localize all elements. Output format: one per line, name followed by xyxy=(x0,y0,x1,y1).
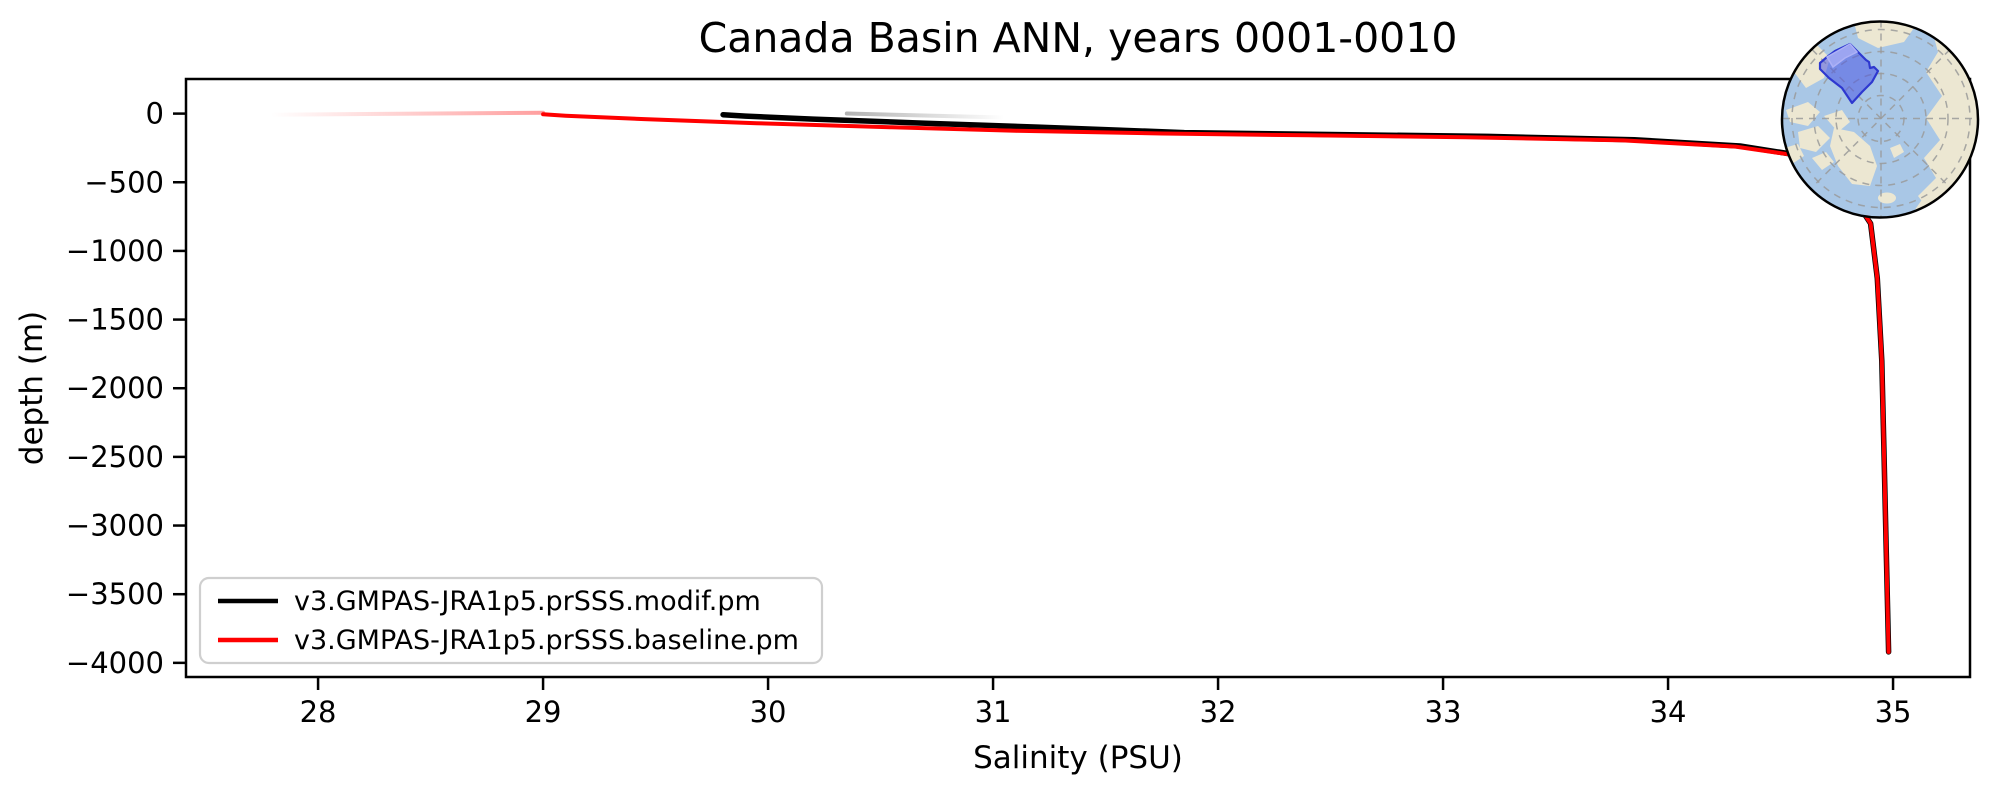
y-tick-label: −1500 xyxy=(66,303,164,337)
plot-area xyxy=(184,77,1972,679)
x-tick-label: 33 xyxy=(1425,695,1462,729)
x-axis-ticks: 28 29 30 31 32 33 34 35 xyxy=(300,677,1912,729)
legend-box xyxy=(198,576,824,665)
chart-title: Canada Basin ANN, years 0001-0010 xyxy=(699,14,1458,62)
y-tick-label: −4000 xyxy=(66,646,164,680)
surface-range-tails xyxy=(268,110,1007,120)
profile-lines xyxy=(541,111,1892,655)
legend-entry-label: v3.GMPAS-JRA1p5.prSSS.modif.pm xyxy=(294,586,761,617)
series-line xyxy=(541,112,1891,654)
map-land-svalbard xyxy=(1890,144,1904,158)
y-tick-label: −3500 xyxy=(66,577,164,611)
y-tick-label: −2000 xyxy=(66,371,164,405)
series-line xyxy=(720,111,1892,655)
legend: v3.GMPAS-JRA1p5.prSSS.modif.pm v3.GMPAS-J… xyxy=(198,576,824,665)
y-tick-label: −3000 xyxy=(66,509,164,543)
map-land-iceland xyxy=(1878,192,1896,204)
surface-range-tail xyxy=(268,110,546,117)
x-tick-label: 29 xyxy=(525,695,562,729)
x-tick-label: 28 xyxy=(300,695,337,729)
x-tick-label: 35 xyxy=(1875,695,1912,729)
y-tick-label: −2500 xyxy=(66,440,164,474)
x-tick-label: 30 xyxy=(750,695,787,729)
y-axis-label: depth (m) xyxy=(14,311,50,465)
y-tick-label: −500 xyxy=(84,165,164,199)
x-axis-label: Salinity (PSU) xyxy=(973,740,1183,776)
legend-entry-label: v3.GMPAS-JRA1p5.prSSS.baseline.pm xyxy=(294,625,799,656)
y-tick-label: 0 xyxy=(146,97,164,131)
x-tick-label: 32 xyxy=(1200,695,1237,729)
y-axis-ticks: 0 −500 −1000 −1500 −2000 −2500 −3000 −3500 −4000 xyxy=(66,97,186,680)
y-tick-label: −1000 xyxy=(66,234,164,268)
map-outline xyxy=(1780,20,1980,219)
x-tick-label: 34 xyxy=(1650,695,1687,729)
map-land-greenland xyxy=(1830,128,1877,186)
inset-map xyxy=(1780,20,1980,219)
map-region-highlight-patch xyxy=(1825,43,1859,69)
x-tick-label: 31 xyxy=(975,695,1012,729)
surface-range-tail xyxy=(844,111,1007,120)
